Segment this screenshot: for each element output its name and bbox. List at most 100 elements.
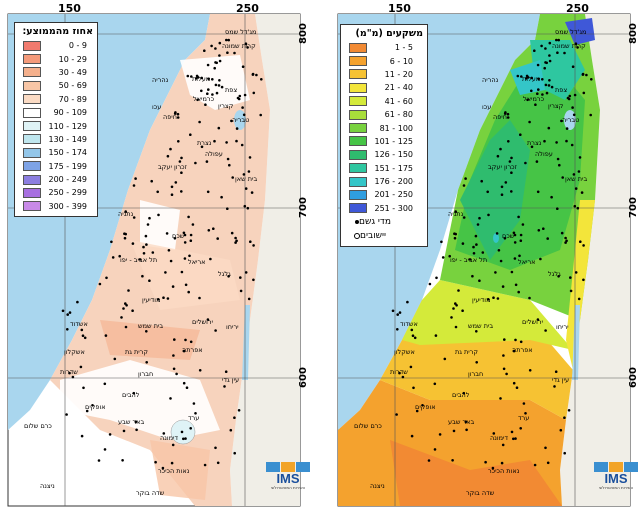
rain-gauge-dot <box>85 409 89 413</box>
left-legend-label: 200 - 249 <box>48 175 87 185</box>
rain-gauge-dot <box>536 190 540 194</box>
rain-gauge-label: מדי גשם <box>359 217 391 228</box>
place-label: עין גדי <box>552 376 570 384</box>
rain-gauge-dot <box>244 187 248 190</box>
rain-gauge-dot <box>564 236 567 240</box>
rain-gauge-dot <box>579 240 582 243</box>
rain-gauge-dot <box>499 397 502 400</box>
rain-gauge-dot <box>68 371 71 375</box>
rain-gauge-dot <box>170 461 174 465</box>
rain-gauge-dot <box>184 283 188 287</box>
rain-gauge-dot <box>80 328 84 332</box>
rain-gauge-dot <box>183 233 187 237</box>
rain-gauge-dot <box>519 133 522 136</box>
rain-gauge-dot <box>544 329 547 332</box>
place-label: טבריה <box>232 116 250 124</box>
rain-gauge-dot <box>162 432 166 435</box>
left-legend-swatch <box>23 174 41 185</box>
rain-gauge-dot <box>557 38 560 42</box>
right-legend-swatch <box>349 109 367 120</box>
rain-gauge-dot <box>127 289 130 292</box>
place-label: חיפה <box>163 113 178 121</box>
right-legend-label: 251 - 300 <box>374 203 413 213</box>
right-legend-swatch <box>349 163 367 174</box>
rain-gauge-dot <box>220 85 224 89</box>
left-legend-label: 0 - 9 <box>68 41 87 51</box>
rain-gauge-dot <box>556 207 559 210</box>
place-label: ניצנה <box>40 482 55 490</box>
rain-gauge-dot <box>556 51 559 54</box>
rain-gauge-dot <box>247 297 251 301</box>
rain-gauge-dot <box>157 213 160 217</box>
right-legend-row: 201 - 250 <box>345 188 423 201</box>
rain-gauge-dot <box>480 179 483 183</box>
rain-gauge-dot <box>481 251 485 254</box>
place-label: באר שבע <box>118 418 145 426</box>
right-legend-swatch <box>349 42 367 53</box>
rain-gauge-dot <box>574 187 578 190</box>
left-legend-row: 10 - 29 <box>19 52 93 65</box>
rain-gauge-dot <box>457 289 460 292</box>
rain-gauge-dot <box>512 381 516 385</box>
rain-gauge-dot <box>441 256 445 259</box>
dead-sea <box>242 305 250 380</box>
rain-gauge-dot <box>189 133 192 136</box>
rain-gauge-dot <box>492 296 495 300</box>
place-label: נצרת <box>197 139 212 147</box>
rain-gauge-dot <box>169 147 172 151</box>
rain-gauge-dot <box>173 237 177 240</box>
place-label: חברון <box>468 370 484 378</box>
rain-gauge-dot <box>255 73 258 77</box>
place-label: צפת <box>555 86 568 94</box>
rain-gauge-dot <box>472 252 476 255</box>
settlements-label: יישובים <box>360 231 387 242</box>
place-label: נאות הכיכר <box>158 467 190 475</box>
right-legend-swatch <box>349 136 367 147</box>
rain-gauge-dot <box>111 256 115 259</box>
right-legend-label: 151 - 175 <box>374 163 413 173</box>
place-label: טבריה <box>562 116 580 124</box>
place-label: גלגל <box>548 270 561 278</box>
right-legend-title: משקעים (מ"מ) <box>355 28 423 39</box>
left-legend-row: 250 - 299 <box>19 186 93 199</box>
rain-gauge-dot <box>234 241 237 244</box>
left-legend-label: 90 - 109 <box>53 108 87 118</box>
axis-tick-250: 250 <box>566 2 589 15</box>
rain-gauge-dot <box>519 239 523 242</box>
rain-gauge-dot <box>182 437 185 441</box>
rain-gauge-dot <box>475 361 478 364</box>
rain-gauge-dot <box>82 386 85 390</box>
rain-gauge-dot <box>209 257 212 261</box>
rain-gauge-dot <box>83 336 87 340</box>
rain-gauge-dot <box>200 145 204 149</box>
rain-gauge-dot <box>246 206 250 210</box>
legend-settlements: יישובים <box>345 229 423 243</box>
rain-gauge-dot <box>530 145 534 149</box>
rain-gauge-dot <box>474 234 478 238</box>
rain-gauge-dot <box>506 116 510 119</box>
rain-gauge-dot <box>505 372 508 376</box>
place-label: שדה בוקר <box>466 489 495 497</box>
rain-gauge-dot <box>433 448 437 451</box>
place-label: צפת <box>225 86 238 94</box>
rain-gauge-dot <box>544 61 547 64</box>
left-legend-swatch <box>23 161 41 172</box>
place-label: שכם <box>172 232 185 240</box>
rain-gauge-dot <box>182 231 186 235</box>
rain-gauge-dot <box>440 240 443 244</box>
left-legend-label: 175 - 199 <box>48 161 87 171</box>
rain-gauge-dot <box>535 160 539 163</box>
right-legend-row: 251 - 300 <box>345 202 423 215</box>
place-label: שכם <box>502 232 515 240</box>
left-legend-row: 90 - 109 <box>19 106 93 119</box>
left-legend-label: 30 - 49 <box>58 67 87 77</box>
rain-gauge-dot <box>571 106 574 109</box>
rain-gauge-dot <box>233 451 236 455</box>
rain-gauge-dot <box>514 338 517 342</box>
rain-gauge-dot <box>506 112 510 116</box>
rain-gauge-dot <box>518 254 521 258</box>
rain-gauge-dot <box>554 370 558 374</box>
left-legend-label: 10 - 29 <box>58 54 87 64</box>
rain-gauge-dot <box>189 427 192 430</box>
rain-gauge-dot <box>167 249 171 252</box>
